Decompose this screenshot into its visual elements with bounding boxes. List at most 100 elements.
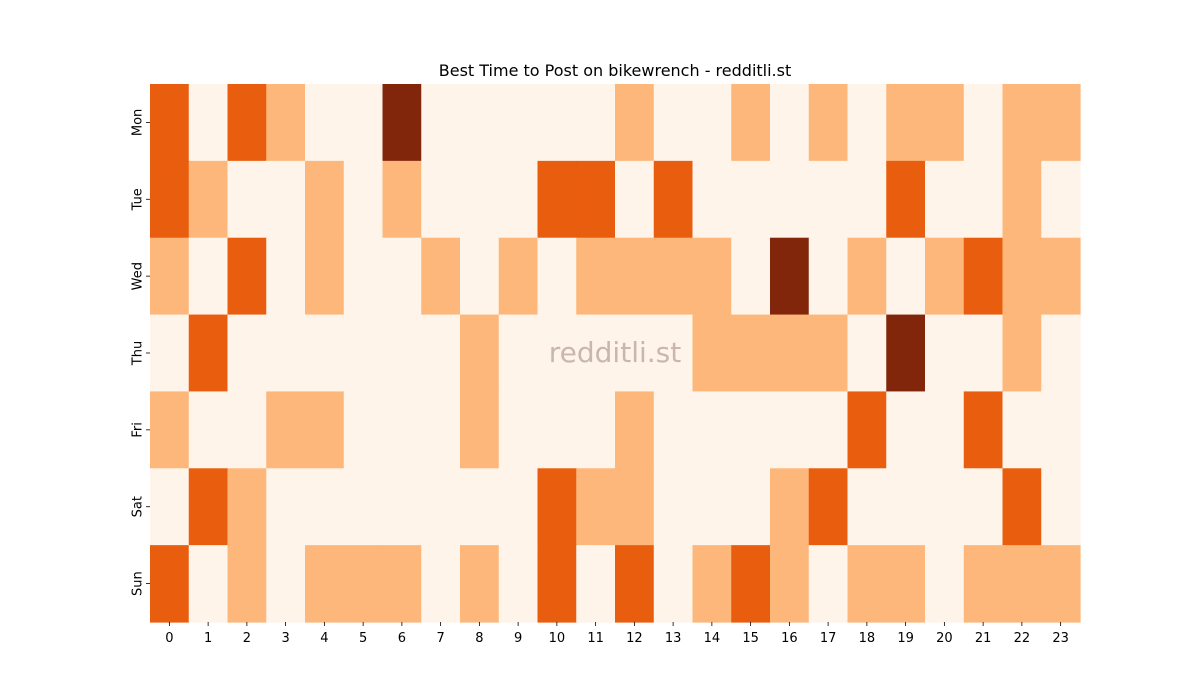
heatmap-cell-mon-4 <box>305 84 345 162</box>
heatmap-cell-sat-22 <box>1002 468 1042 546</box>
heatmap-cell-sun-17 <box>808 545 849 623</box>
heatmap-cell-wed-6 <box>382 237 422 316</box>
heatmap-cell-fri-2 <box>227 391 267 469</box>
x-tick-label: 13 <box>665 631 682 646</box>
heatmap-cell-wed-5 <box>343 237 384 316</box>
heatmap-cell-sun-14 <box>692 545 732 623</box>
heatmap-cell-tue-4 <box>305 160 345 239</box>
heatmap-cell-fri-0 <box>150 391 190 469</box>
heatmap-cell-mon-9 <box>498 84 539 162</box>
heatmap-cell-thu-14 <box>692 314 732 393</box>
watermark-text: redditli.st <box>549 336 681 369</box>
heatmap-cell-mon-14 <box>692 84 732 162</box>
heatmap-cell-sat-21 <box>963 468 1004 546</box>
heatmap-cell-tue-19 <box>886 160 926 239</box>
heatmap-cell-sun-10 <box>537 545 577 623</box>
heatmap-cell-thu-11 <box>576 314 616 393</box>
heatmap-cell-thu-15 <box>731 314 771 393</box>
heatmap-cell-sat-3 <box>266 468 306 546</box>
heatmap-cell-wed-9 <box>498 237 539 316</box>
y-tick-label: Fri <box>131 422 146 438</box>
heatmap-cell-thu-22 <box>1002 314 1042 393</box>
y-tick-label: Thu <box>131 341 146 366</box>
heatmap-cell-tue-3 <box>266 160 306 239</box>
y-tick-label: Mon <box>131 109 146 136</box>
heatmap-cell-wed-20 <box>925 237 965 316</box>
heatmap-cell-wed-10 <box>537 237 577 316</box>
heatmap-cell-tue-13 <box>653 160 694 239</box>
heatmap-cell-sat-8 <box>460 468 500 546</box>
heatmap-cell-tue-22 <box>1002 160 1042 239</box>
heatmap-cell-sat-6 <box>382 468 422 546</box>
x-tick-label: 6 <box>398 631 406 646</box>
heatmap-cell-wed-7 <box>421 237 461 316</box>
heatmap-cell-sun-16 <box>770 545 810 623</box>
chart-title: Best Time to Post on bikewrench - reddit… <box>439 61 792 80</box>
heatmap-cell-wed-19 <box>886 237 926 316</box>
heatmap-cell-mon-5 <box>343 84 384 162</box>
heatmap-cell-thu-3 <box>266 314 306 393</box>
heatmap-cell-mon-23 <box>1041 84 1081 162</box>
heatmap-cell-tue-1 <box>188 160 229 239</box>
heatmap-cell-thu-23 <box>1041 314 1081 393</box>
y-tick-label: Tue <box>131 188 146 211</box>
x-tick-label: 20 <box>936 631 953 646</box>
heatmap-cell-thu-0 <box>150 314 190 393</box>
heatmap-cell-sat-0 <box>150 468 190 546</box>
heatmap-cell-sat-17 <box>808 468 849 546</box>
heatmap-cell-sat-1 <box>188 468 229 546</box>
heatmap-cell-tue-15 <box>731 160 771 239</box>
heatmap-cell-thu-5 <box>343 314 384 393</box>
heatmap-cell-mon-13 <box>653 84 694 162</box>
heatmap-cell-tue-9 <box>498 160 539 239</box>
heatmap-cell-mon-15 <box>731 84 771 162</box>
x-axis-ticks: 0 1 2 3 4 5 6 7 8 9 10 11 12 13 14 15 16 17 18 19 20 21 22 23 <box>165 622 1069 646</box>
heatmap-cell-sat-15 <box>731 468 771 546</box>
heatmap-cell-tue-18 <box>847 160 887 239</box>
heatmap-cell-mon-7 <box>421 84 461 162</box>
x-tick-label: 23 <box>1052 631 1069 646</box>
heatmap-cell-wed-22 <box>1002 237 1042 316</box>
heatmap-cell-sat-2 <box>227 468 267 546</box>
heatmap-cell-wed-12 <box>615 237 655 316</box>
heatmap-cell-thu-7 <box>421 314 461 393</box>
heatmap-cell-wed-14 <box>692 237 732 316</box>
heatmap-cell-sun-18 <box>847 545 887 623</box>
heatmap-cell-sun-2 <box>227 545 267 623</box>
heatmap-cell-thu-4 <box>305 314 345 393</box>
heatmap-cell-sun-6 <box>382 545 422 623</box>
heatmap-cell-mon-8 <box>460 84 500 162</box>
x-tick-label: 16 <box>781 631 798 646</box>
heatmap-cell-sat-4 <box>305 468 345 546</box>
heatmap-cell-fri-11 <box>576 391 616 469</box>
heatmap-cell-sun-13 <box>653 545 694 623</box>
heatmap-cell-tue-20 <box>925 160 965 239</box>
x-tick-label: 0 <box>165 631 173 646</box>
heatmap-cell-wed-17 <box>808 237 849 316</box>
heatmap-cell-wed-21 <box>963 237 1004 316</box>
heatmap-cell-thu-17 <box>808 314 849 393</box>
x-tick-label: 17 <box>820 631 837 646</box>
heatmap-cell-sat-16 <box>770 468 810 546</box>
heatmap-cell-wed-4 <box>305 237 345 316</box>
heatmap-cell-thu-20 <box>925 314 965 393</box>
heatmap-cell-thu-12 <box>615 314 655 393</box>
heatmap-cell-fri-13 <box>653 391 694 469</box>
heatmap-cell-fri-4 <box>305 391 345 469</box>
heatmap-cell-thu-2 <box>227 314 267 393</box>
heatmap-cell-tue-8 <box>460 160 500 239</box>
y-tick-label: Wed <box>131 262 146 290</box>
heatmap-cell-thu-16 <box>770 314 810 393</box>
heatmap-cell-tue-17 <box>808 160 849 239</box>
heatmap-cell-sun-19 <box>886 545 926 623</box>
x-tick-label: 7 <box>436 631 444 646</box>
heatmap-cell-fri-19 <box>886 391 926 469</box>
heatmap-cell-fri-15 <box>731 391 771 469</box>
heatmap-cell-fri-6 <box>382 391 422 469</box>
heatmap-cell-sun-3 <box>266 545 306 623</box>
heatmap-cell-sat-9 <box>498 468 539 546</box>
x-tick-label: 22 <box>1014 631 1031 646</box>
heatmap-cell-wed-11 <box>576 237 616 316</box>
heatmap-cell-tue-5 <box>343 160 384 239</box>
